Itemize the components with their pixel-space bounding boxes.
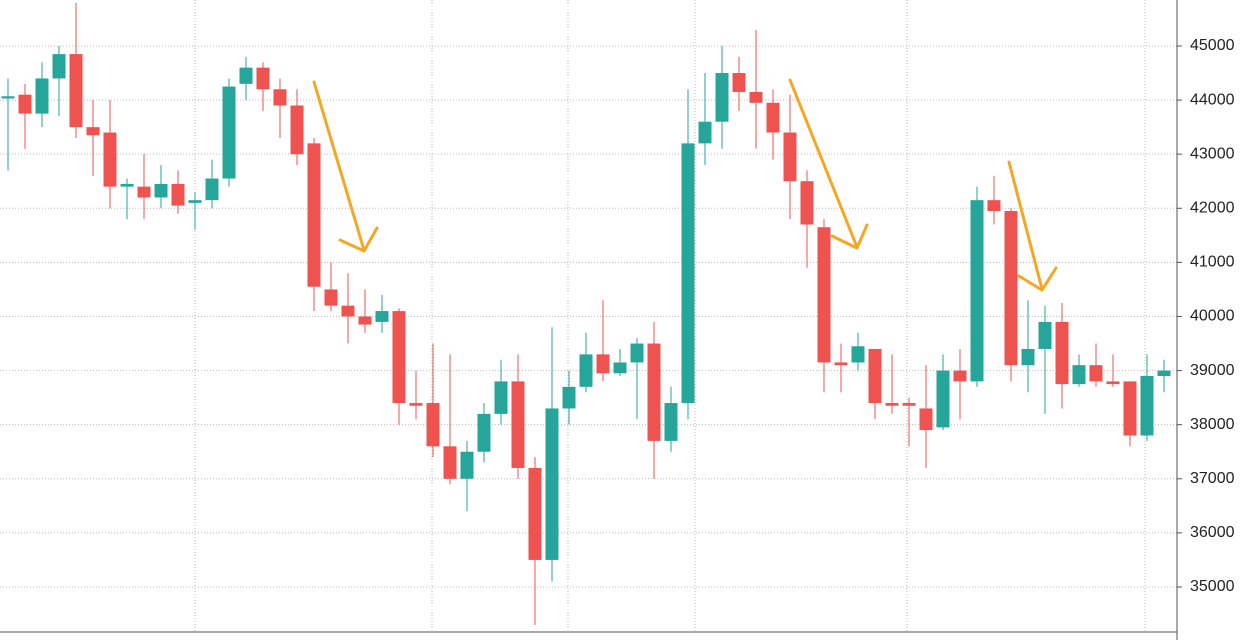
candle-body — [1157, 370, 1171, 376]
candle-body — [851, 346, 865, 363]
arrow-head — [338, 226, 379, 253]
candle-body — [1140, 375, 1154, 436]
y-tick-label: 35000 — [1190, 578, 1235, 595]
candle-body — [443, 446, 457, 479]
candle-body — [1072, 365, 1086, 385]
candle-body — [69, 54, 83, 128]
candle-body — [1123, 381, 1137, 436]
candle-body — [324, 289, 338, 306]
candle-body — [188, 200, 202, 203]
candle-body — [154, 183, 168, 198]
annotation-arrows — [312, 78, 1058, 292]
candle-body — [358, 316, 372, 325]
candle-body — [834, 362, 848, 366]
candle-body — [171, 183, 185, 206]
candle-body — [86, 127, 100, 136]
y-tick-label: 36000 — [1190, 524, 1235, 541]
candle-body — [511, 381, 525, 468]
candle-body — [494, 381, 508, 414]
candle-body — [239, 67, 253, 84]
arrow — [1007, 160, 1044, 291]
arrow — [312, 80, 366, 252]
candle-body — [205, 178, 219, 201]
candle-body — [681, 143, 695, 404]
candle-body — [137, 186, 151, 198]
candle-body — [953, 370, 967, 382]
candle-body — [392, 311, 406, 404]
candle-body — [35, 78, 49, 114]
y-tick-label: 42000 — [1190, 200, 1235, 217]
y-tick-label: 39000 — [1190, 362, 1235, 379]
candle-body — [562, 386, 576, 409]
candle-body — [52, 54, 66, 79]
candle-body — [307, 143, 321, 287]
candle-body — [749, 91, 763, 103]
candle-body — [936, 370, 950, 428]
candle-body — [341, 305, 355, 317]
candle-body — [664, 403, 678, 441]
candle-body — [375, 311, 389, 322]
candle-body — [817, 227, 831, 363]
candle-body — [715, 73, 729, 122]
y-tick-label: 38000 — [1190, 416, 1235, 433]
candle-body — [902, 403, 916, 406]
candle-body — [477, 413, 491, 452]
y-tick-label: 43000 — [1190, 145, 1235, 162]
candle-body — [460, 451, 474, 479]
y-tick-label: 45000 — [1190, 37, 1235, 54]
candle-body — [1038, 321, 1052, 349]
candle-body — [290, 105, 304, 155]
candle-body — [222, 86, 236, 179]
arrow-head — [1017, 266, 1058, 292]
candle-body — [18, 94, 32, 114]
candle-body — [273, 89, 287, 106]
candle-body — [783, 132, 797, 182]
candle-body — [1004, 210, 1018, 366]
candle-body — [103, 132, 117, 187]
candle-body — [426, 403, 440, 447]
candle-body — [579, 354, 593, 387]
candle-body — [919, 408, 933, 431]
y-tick-label: 37000 — [1190, 470, 1235, 487]
candle-body — [528, 467, 542, 560]
candle-body — [596, 354, 610, 374]
candle-body — [970, 200, 984, 382]
candle-body — [545, 408, 559, 560]
candle-body — [987, 200, 1001, 211]
candle-body — [1106, 381, 1120, 385]
candle-body — [1021, 348, 1035, 366]
candle-body — [647, 343, 661, 441]
candle-body — [120, 183, 134, 187]
candle-body — [732, 73, 746, 92]
candle-body — [766, 102, 780, 133]
candle-body — [630, 343, 644, 363]
candle-body — [1055, 321, 1069, 385]
arrow — [788, 78, 859, 249]
candle-body — [800, 181, 814, 225]
candle-body — [868, 348, 882, 404]
candle-body — [698, 121, 712, 144]
y-tick-label: 40000 — [1190, 308, 1235, 325]
y-tick-label: 44000 — [1190, 91, 1235, 108]
candle-body — [1, 96, 15, 99]
candle-body — [256, 67, 270, 90]
y-tick-label: 41000 — [1190, 254, 1235, 271]
candle-body — [885, 403, 899, 406]
candle-body — [409, 403, 423, 406]
arrow-head — [830, 223, 869, 250]
candle-body — [613, 362, 627, 374]
candle-body — [1089, 365, 1103, 382]
